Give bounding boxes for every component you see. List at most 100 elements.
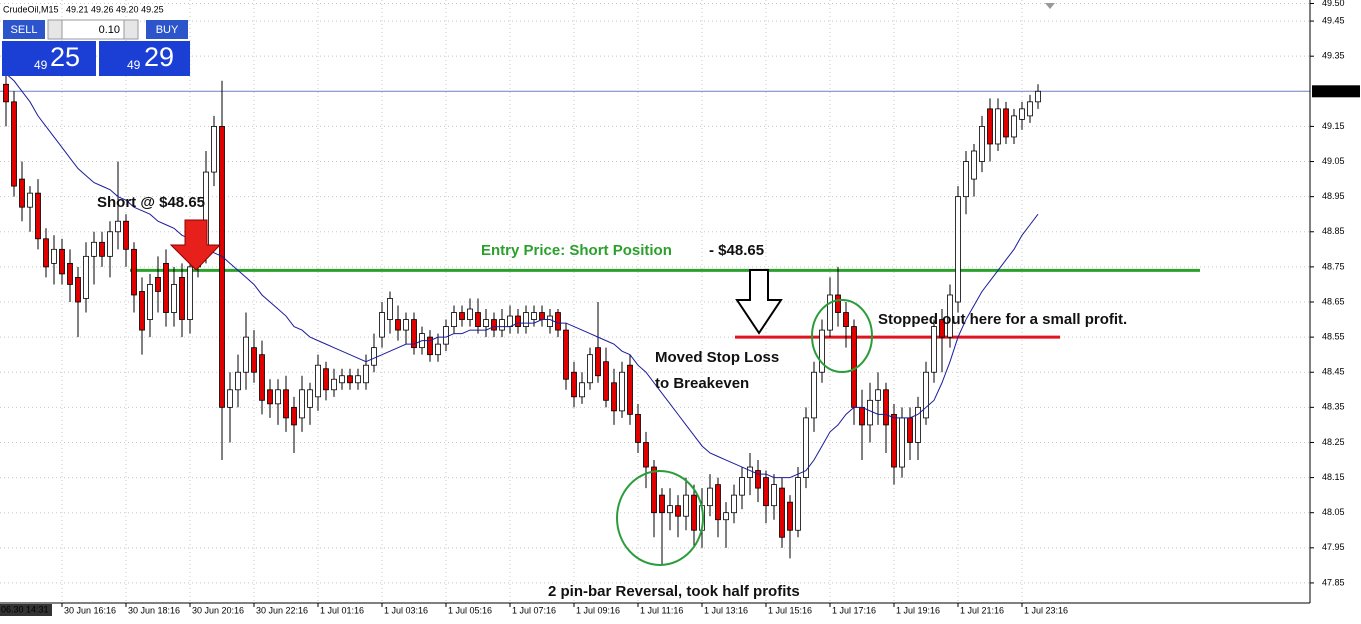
- candle-body: [387, 298, 393, 320]
- candle-body: [75, 277, 81, 303]
- candle-body: [243, 336, 249, 373]
- x-tick-label: 1 Jul 21:16: [960, 605, 1004, 615]
- candle-body: [363, 364, 369, 384]
- y-tick-label: 47.85: [1322, 577, 1345, 587]
- candle-body: [131, 248, 137, 296]
- lot-down[interactable]: [47, 19, 63, 40]
- buy-button[interactable]: [146, 20, 188, 39]
- candle-body: [355, 375, 361, 384]
- candle-body: [987, 108, 993, 145]
- candle-body: [499, 319, 505, 331]
- candle-body: [731, 494, 737, 514]
- candle-body: [683, 494, 689, 517]
- candle-body: [811, 371, 817, 419]
- candle-body: [235, 371, 241, 391]
- candle-body: [275, 389, 281, 405]
- sell-button[interactable]: [3, 20, 45, 39]
- candle-body: [547, 315, 553, 327]
- candle-body: [339, 375, 345, 384]
- candle-body: [51, 248, 57, 264]
- candle-body: [107, 231, 113, 257]
- candle-body: [907, 417, 913, 443]
- candle-body: [739, 477, 745, 496]
- candle-body: [627, 364, 633, 415]
- candle-body: [651, 466, 657, 514]
- candle-body: [947, 294, 953, 338]
- current-price-label: 49.25: [1322, 86, 1345, 96]
- candle-body: [1011, 115, 1017, 138]
- candle-body: [795, 477, 801, 531]
- candle-body: [427, 336, 433, 356]
- candle-body: [435, 343, 441, 356]
- sell-price-small[interactable]: 49: [34, 58, 48, 72]
- candle-body: [867, 399, 873, 426]
- candle-body: [307, 389, 313, 408]
- x-tick-label: 1 Jul 07:16: [512, 605, 556, 615]
- candle-body: [955, 196, 961, 303]
- candle-body: [675, 505, 681, 517]
- candle-body: [883, 389, 889, 426]
- x-tick-label: 1 Jul 13:16: [704, 605, 748, 615]
- candle-body: [915, 406, 921, 443]
- y-tick-label: 48.45: [1322, 367, 1345, 377]
- buy-price-small[interactable]: 49: [127, 58, 141, 72]
- candle-body: [515, 315, 521, 327]
- candle-body: [347, 375, 353, 384]
- candle-body: [1035, 90, 1041, 103]
- candle-body: [43, 238, 49, 268]
- candle-body: [171, 284, 177, 313]
- candle-body: [443, 326, 449, 345]
- candle-body: [835, 294, 841, 313]
- candle-body: [483, 319, 489, 327]
- candle-body: [779, 487, 785, 538]
- pin-bar-circle: [616, 470, 704, 566]
- candle-body: [507, 315, 513, 327]
- candle-body: [411, 319, 417, 349]
- y-tick-label: 48.85: [1322, 226, 1345, 236]
- y-tick-label: 48.05: [1322, 507, 1345, 517]
- candle-body: [331, 378, 337, 391]
- candle-body: [83, 255, 89, 299]
- candle-body: [395, 319, 401, 331]
- candle-body: [115, 220, 121, 233]
- buy-label[interactable]: BUY: [156, 24, 179, 36]
- candle-body: [771, 484, 777, 507]
- candle-body: [923, 371, 929, 419]
- annotation: to Breakeven: [655, 375, 749, 392]
- buy-price-big[interactable]: 29: [144, 42, 174, 72]
- x-tick-label: 1 Jul 05:16: [448, 605, 492, 615]
- candle-body: [1003, 108, 1009, 138]
- x-tick-label: 1 Jul 23:16: [1024, 605, 1068, 615]
- candle-body: [715, 484, 721, 521]
- candle-body: [259, 354, 265, 401]
- y-tick-label: 47.95: [1322, 542, 1345, 552]
- lot-up[interactable]: [123, 19, 139, 40]
- candle-body: [691, 494, 697, 531]
- candle-body: [643, 442, 649, 468]
- y-tick-label: 49.50: [1322, 0, 1345, 8]
- stop-circle: [811, 299, 873, 373]
- sell-price-box[interactable]: [2, 41, 96, 76]
- candle-body: [147, 284, 153, 320]
- lot-value[interactable]: 0.10: [99, 24, 120, 36]
- candle-body: [467, 308, 473, 320]
- annotation: Short @ $48.65: [97, 194, 205, 211]
- y-tick-label: 48.25: [1322, 437, 1345, 447]
- candle-body: [27, 192, 33, 208]
- buy-price-box[interactable]: [99, 41, 190, 76]
- y-tick-label: 48.55: [1322, 331, 1345, 341]
- sell-price-big[interactable]: 25: [50, 42, 80, 72]
- annotation: Stopped out here for a small profit.: [878, 311, 1127, 328]
- candle-body: [35, 192, 41, 240]
- candle-body: [251, 347, 257, 373]
- x-tick-label: 30 Jun 22:16: [256, 605, 308, 615]
- candle-body: [227, 389, 233, 408]
- annotation: - $48.65: [709, 242, 764, 259]
- sell-label[interactable]: SELL: [11, 24, 38, 36]
- x-tick-label: 1 Jul 09:16: [576, 605, 620, 615]
- candle-body: [219, 126, 225, 408]
- x-tick-label: 1 Jul 01:16: [320, 605, 364, 615]
- x-tick-label: 06.30 14:31: [1, 604, 49, 614]
